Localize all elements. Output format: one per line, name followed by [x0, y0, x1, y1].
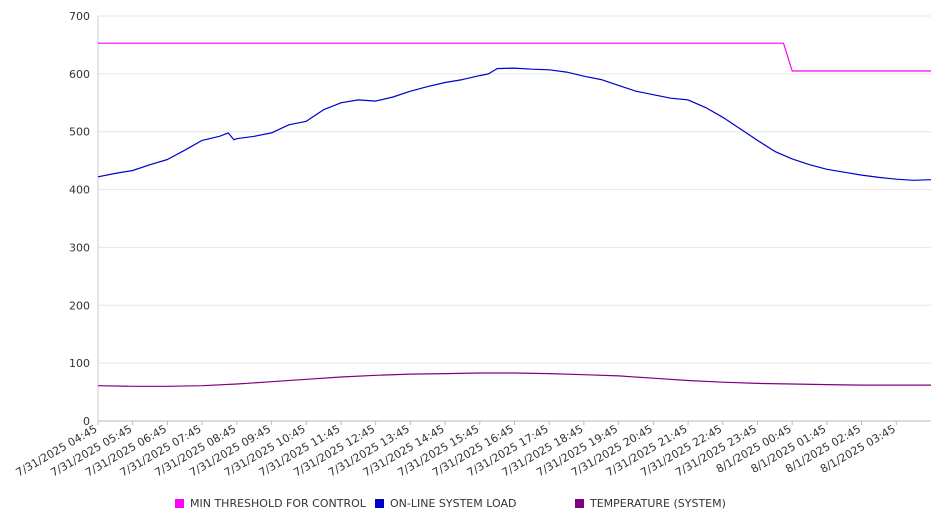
- legend-swatch: [175, 499, 184, 508]
- legend-swatch: [575, 499, 584, 508]
- series-lines: [97, 42, 932, 387]
- legend-label: MIN THRESHOLD FOR CONTROL: [190, 497, 366, 510]
- legend-item-temperature[interactable]: TEMPERATURE (SYSTEM): [575, 497, 726, 510]
- legend-item-online-system-load[interactable]: ON-LINE SYSTEM LOAD: [375, 497, 516, 510]
- series-line-temperature: [97, 372, 931, 387]
- legend-swatch: [375, 499, 384, 508]
- y-tick-label: 100: [69, 357, 90, 370]
- y-tick-label: 300: [69, 241, 90, 254]
- legend-item-min-threshold[interactable]: MIN THRESHOLD FOR CONTROL: [175, 497, 366, 510]
- y-tick-label: 500: [69, 126, 90, 139]
- y-tick-label: 700: [69, 10, 90, 23]
- y-axis-tick-labels: 0 100 200 300 400 500 600 700: [69, 10, 90, 428]
- x-axis-tick-labels: 7/31/2025 04:457/31/2025 05:457/31/2025 …: [14, 422, 898, 479]
- y-tick-label: 0: [83, 415, 90, 428]
- y-tick-label: 200: [69, 299, 90, 312]
- series-line-min-threshold: [98, 42, 931, 72]
- y-tick-label: 400: [69, 184, 90, 197]
- series-line-online-system-load: [97, 67, 932, 181]
- legend-label: ON-LINE SYSTEM LOAD: [390, 497, 517, 510]
- legend: MIN THRESHOLD FOR CONTROL ON-LINE SYSTEM…: [0, 497, 946, 515]
- axes: [97, 16, 931, 425]
- gridlines: [98, 15, 931, 364]
- y-tick-label: 600: [69, 68, 90, 81]
- legend-label: TEMPERATURE (SYSTEM): [590, 497, 726, 510]
